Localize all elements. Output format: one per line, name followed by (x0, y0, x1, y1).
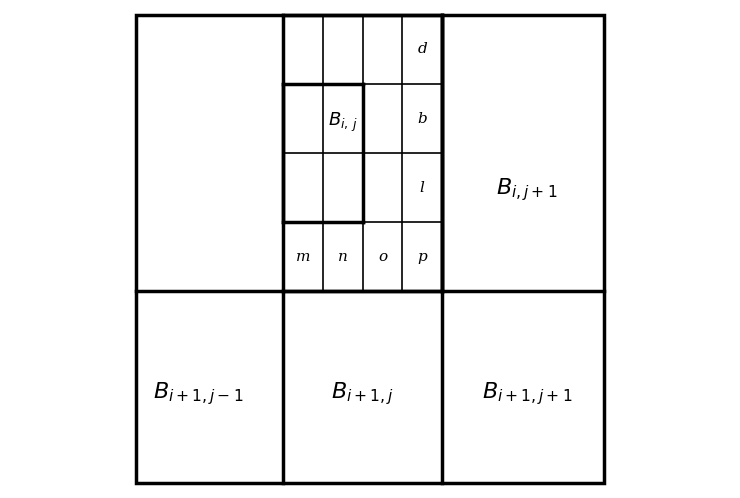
Text: b: b (417, 112, 427, 125)
Text: p: p (417, 250, 427, 264)
Text: d: d (417, 42, 427, 56)
Text: $B_{i, j+1}$: $B_{i, j+1}$ (497, 176, 557, 203)
Text: $B_{i,\,j}$: $B_{i,\,j}$ (328, 111, 357, 133)
Text: $B_{i+1, j-1}$: $B_{i+1, j-1}$ (153, 380, 243, 407)
Text: $B_{i+1, j+1}$: $B_{i+1, j+1}$ (482, 380, 572, 407)
Text: o: o (378, 250, 387, 264)
Text: n: n (337, 250, 348, 264)
Text: $B_{i+1, j}$: $B_{i+1, j}$ (331, 380, 394, 407)
Text: l: l (420, 181, 425, 195)
Text: m: m (295, 250, 310, 264)
